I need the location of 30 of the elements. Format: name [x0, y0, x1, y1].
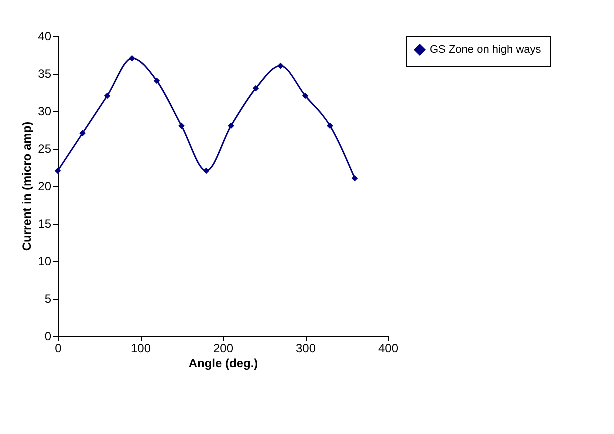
y-tick-label: 0 — [44, 330, 52, 344]
point — [228, 122, 234, 130]
y-tick-label: 5 — [44, 292, 52, 306]
point — [252, 85, 260, 92]
point — [203, 168, 210, 174]
legend-label: GS Zone on high ways — [430, 44, 542, 56]
y-axis-title: Current in (micro amp) — [20, 122, 34, 252]
y-tick-label: 15 — [38, 217, 52, 231]
y-tick-label: 25 — [38, 142, 52, 156]
x-tick-label: 400 — [378, 342, 399, 356]
point — [80, 130, 86, 137]
point — [129, 55, 136, 62]
y-tick-label: 30 — [38, 104, 52, 118]
y-tick-label: 20 — [38, 180, 52, 194]
point — [104, 92, 111, 100]
point — [302, 92, 309, 100]
x-tick-label: 0 — [55, 342, 62, 356]
x-tick-label: 100 — [130, 342, 152, 356]
y-tick-label: 35 — [38, 67, 52, 81]
y-tick-label: 40 — [38, 30, 52, 44]
x-tick-label: 200 — [213, 342, 234, 356]
point — [178, 122, 185, 130]
point — [54, 168, 62, 174]
x-axis-title: Angle (deg.) — [188, 356, 258, 370]
y-tick-label: 10 — [38, 254, 52, 268]
x-tick-label: 300 — [296, 342, 316, 356]
point — [278, 62, 284, 70]
point — [154, 78, 160, 84]
point — [352, 175, 358, 182]
point — [327, 122, 334, 130]
